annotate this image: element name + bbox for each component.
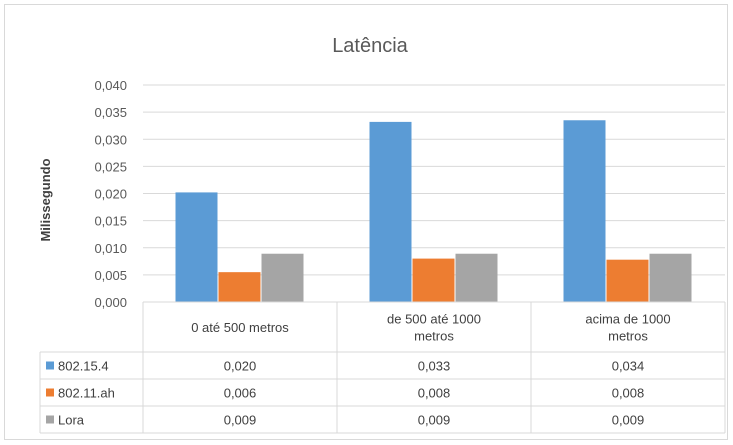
bar-802-15-4-0 xyxy=(175,192,218,302)
y-tick-label: 0,010 xyxy=(94,241,127,256)
y-tick-label: 0,000 xyxy=(94,295,127,310)
bar-802-11-ah-1 xyxy=(412,258,455,302)
bar-802-11-ah-2 xyxy=(606,259,649,302)
legend-label-1: 802.11.ah xyxy=(58,386,115,401)
table-cell: 0,006 xyxy=(224,386,257,401)
bar-802-15-4-1 xyxy=(369,121,412,302)
legend-key-1 xyxy=(46,388,54,397)
category-label-1: de 500 até 1000 xyxy=(387,312,481,327)
bar-lora-1 xyxy=(455,253,498,302)
y-tick-label: 0,020 xyxy=(94,187,127,202)
chart-title: Latência xyxy=(332,35,408,57)
y-tick-label: 0,030 xyxy=(94,132,127,147)
table-cell: 0,009 xyxy=(612,413,645,428)
category-label-1: metros xyxy=(414,329,454,344)
legend-key-0 xyxy=(46,361,54,370)
legend-key-2 xyxy=(46,415,54,424)
y-tick-label: 0,035 xyxy=(94,105,127,120)
y-tick-label: 0,015 xyxy=(94,214,127,229)
y-tick-label: 0,040 xyxy=(94,78,127,93)
table-cell: 0,033 xyxy=(418,359,451,374)
category-label-2: metros xyxy=(608,329,648,344)
legend-label-2: Lora xyxy=(58,413,85,428)
legend-label-0: 802.15.4 xyxy=(58,359,109,374)
category-label-2: acima de 1000 xyxy=(585,312,670,327)
table-cell: 0,009 xyxy=(418,413,451,428)
bar-lora-0 xyxy=(261,253,304,302)
y-axis-label: Milissegundo xyxy=(38,158,53,241)
chart-frame xyxy=(4,4,728,440)
table-cell: 0,008 xyxy=(612,386,645,401)
bar-802-11-ah-0 xyxy=(218,272,261,302)
category-label-0: 0 até 500 metros xyxy=(191,320,289,335)
table-cell: 0,008 xyxy=(418,386,451,401)
table-cell: 0,009 xyxy=(224,413,257,428)
y-tick-label: 0,025 xyxy=(94,159,127,174)
table-cell: 0,020 xyxy=(224,359,257,374)
bar-802-15-4-2 xyxy=(563,120,606,302)
table-cell: 0,034 xyxy=(612,359,645,374)
bar-lora-2 xyxy=(649,253,692,302)
y-tick-label: 0,005 xyxy=(94,268,127,283)
